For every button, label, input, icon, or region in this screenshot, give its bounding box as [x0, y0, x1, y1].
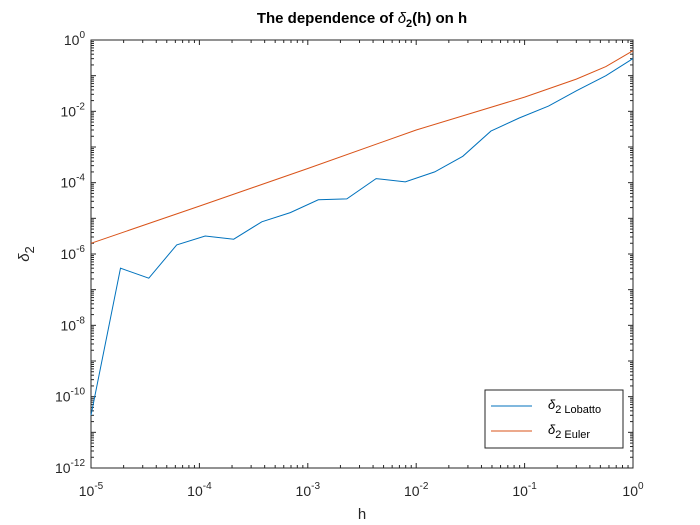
y-tick-label: 10-4 [61, 173, 86, 191]
y-tick-exponent: -2 [76, 101, 85, 112]
y-tick-label: 10-6 [61, 244, 86, 262]
legend-lobatto-sub: 2 Lobatto [555, 404, 601, 416]
y-tick-base: 10 [61, 246, 77, 262]
x-tick-label: 10-5 [79, 481, 104, 499]
y-axis-label-symbol: δ [16, 253, 33, 262]
y-tick-exponent: 0 [79, 30, 85, 41]
legend-lobatto-symbol: δ [548, 397, 556, 412]
y-tick-label: 10-2 [61, 101, 86, 119]
y-tick-label: 10-8 [61, 315, 86, 333]
y-tick-label: 10-12 [55, 458, 85, 476]
y-tick-base: 10 [55, 460, 71, 476]
y-tick-base: 10 [64, 32, 80, 48]
x-axis-label: h [358, 506, 366, 523]
series-line-euler [90, 50, 634, 244]
x-tick-exponent: -4 [203, 481, 212, 492]
y-tick-label: 10-10 [55, 387, 85, 405]
x-tick-base: 10 [512, 483, 528, 499]
y-tick-exponent: -4 [76, 173, 85, 184]
x-tick-exponent: 0 [638, 481, 644, 492]
y-tick-base: 10 [61, 175, 77, 191]
y-axis-label-sub: 2 [22, 246, 37, 253]
x-tick-exponent: -3 [311, 481, 320, 492]
chart-title: The dependence of δ2(h) on h [257, 10, 467, 30]
x-tick-base: 10 [404, 483, 420, 499]
legend: δ2 Lobatto δ2 Euler [484, 389, 624, 449]
legend-box [484, 389, 624, 449]
x-tick-label: 10-1 [512, 481, 537, 499]
legend-euler-symbol: δ [548, 422, 556, 437]
y-tick-base: 10 [61, 317, 77, 333]
tick-labels: 10-5 10-4 10-3 10-2 10-1 10010010-210-410-610… [55, 30, 644, 499]
chart-title-symbol: δ [398, 10, 407, 27]
legend-euler-sub: 2 Euler [555, 429, 590, 441]
y-tick-base: 10 [55, 389, 71, 405]
y-tick-label: 100 [64, 30, 86, 48]
y-tick-exponent: -10 [71, 387, 86, 398]
x-tick-label: 10-4 [187, 481, 212, 499]
legend-label-euler: δ2 Euler [548, 422, 590, 441]
tick-marks [90, 40, 634, 469]
x-tick-exponent: -2 [420, 481, 429, 492]
y-tick-base: 10 [61, 103, 77, 119]
x-tick-label: 100 [622, 481, 644, 499]
y-tick-exponent: -8 [76, 315, 85, 326]
x-tick-base: 10 [79, 483, 95, 499]
x-tick-base: 10 [187, 483, 203, 499]
x-tick-base: 10 [296, 483, 312, 499]
x-tick-label: 10-2 [404, 481, 429, 499]
x-tick-exponent: -1 [528, 481, 537, 492]
y-tick-exponent: -6 [76, 244, 85, 255]
chart-title-prefix: The dependence of [257, 10, 398, 27]
legend-label-lobatto: δ2 Lobatto [548, 397, 601, 416]
x-tick-exponent: -5 [94, 481, 103, 492]
y-axis-label: δ2 [16, 246, 37, 262]
chart-title-sub: 2 [406, 18, 412, 30]
chart-title-suffix: (h) on h [412, 10, 467, 27]
series-lines [90, 50, 634, 416]
x-tick-base: 10 [622, 483, 638, 499]
y-tick-exponent: -12 [71, 458, 86, 469]
series-line-lobatto [90, 58, 634, 416]
x-tick-label: 10-3 [296, 481, 321, 499]
